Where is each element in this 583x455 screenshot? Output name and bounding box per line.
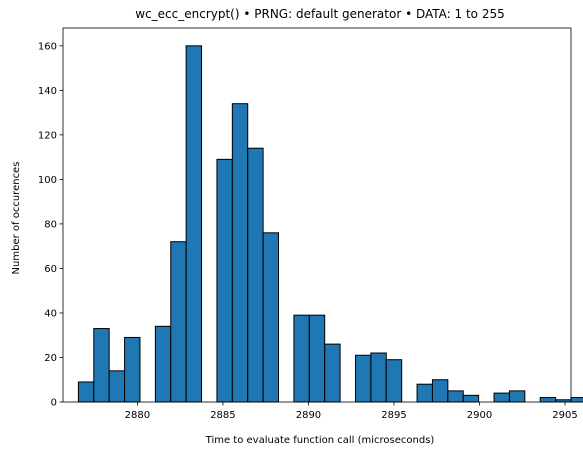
x-axis-title: Time to evaluate function call (microsec… (205, 435, 435, 446)
histogram-bar-13 (324, 343, 341, 403)
histogram-bar-4 (154, 325, 172, 403)
histogram-bar-3 (124, 336, 141, 403)
y-axis-title: Number of occurences (11, 162, 22, 275)
chart-title: wc_ecc_encrypt() • PRNG: default generat… (135, 7, 505, 21)
plot-frame (62, 27, 572, 403)
y-tick-label-0: 0 (51, 398, 57, 409)
x-tick-label-4: 2900 (467, 410, 492, 421)
histogram-bar-23 (539, 397, 557, 403)
histogram-bar-0 (77, 381, 95, 403)
x-tick-label-3: 2895 (381, 410, 406, 421)
histogram-bar-9 (247, 147, 264, 403)
y-tick-label-5: 100 (38, 175, 57, 186)
y-tick-label-8: 160 (38, 41, 57, 52)
histogram-bar-25 (570, 397, 583, 403)
histogram-bar-10 (262, 232, 280, 403)
y-tick-label-6: 120 (38, 130, 57, 141)
histogram-bars (77, 45, 583, 403)
histogram-bar-5 (170, 241, 187, 403)
histogram-bar-7 (216, 158, 233, 403)
histogram-bar-16 (385, 359, 403, 403)
histogram-bar-2 (108, 370, 126, 403)
y-tick-label-4: 80 (44, 219, 57, 230)
x-axis-ticks: 2880 2885 2890 2895 2900 2905 (125, 402, 578, 421)
histogram-bar-18 (431, 379, 449, 403)
x-tick-label-1: 2885 (210, 410, 235, 421)
histogram-bar-20 (462, 394, 480, 403)
histogram-bar-17 (416, 383, 433, 403)
y-tick-label-7: 140 (38, 86, 57, 97)
histogram-bar-6 (185, 45, 203, 403)
histogram-bar-8 (231, 103, 249, 403)
x-tick-label-0: 2880 (125, 410, 150, 421)
y-tick-label-1: 20 (44, 353, 57, 364)
y-axis-ticks: 0 20 40 60 80 100 120 140 160 (38, 41, 63, 409)
y-tick-label-3: 60 (44, 264, 57, 275)
histogram-bar-1 (93, 328, 110, 403)
histogram-bar-22 (508, 390, 526, 403)
histogram-bar-12 (308, 314, 326, 403)
histogram-bar-15 (370, 352, 387, 403)
histogram-bar-11 (293, 314, 310, 403)
y-tick-label-2: 40 (44, 308, 57, 319)
histogram-bar-19 (447, 390, 464, 403)
histogram-bar-14 (354, 354, 372, 403)
histogram-bar-21 (493, 392, 510, 403)
x-tick-label-2: 2890 (296, 410, 321, 421)
x-tick-label-5: 2905 (552, 410, 577, 421)
